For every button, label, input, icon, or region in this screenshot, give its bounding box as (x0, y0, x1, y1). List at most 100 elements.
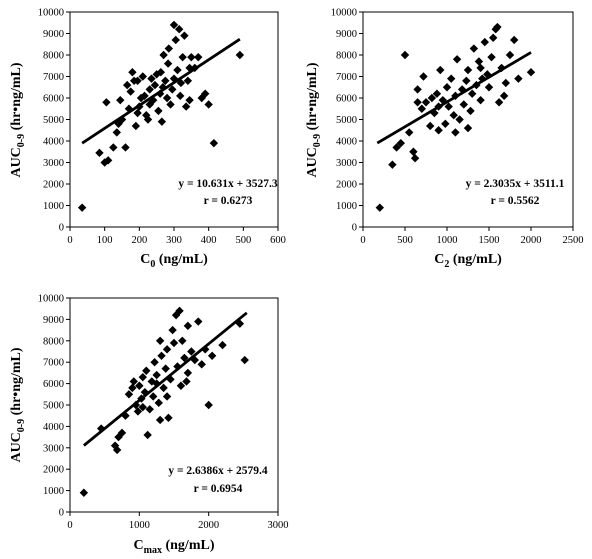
y-tick-label: 1000 (43, 486, 64, 497)
data-point (209, 138, 219, 148)
x-axis-label: Cmax (ng/mL) (134, 538, 215, 556)
data-point (161, 76, 170, 85)
data-point (197, 360, 206, 369)
data-point (133, 108, 142, 118)
data-point (240, 355, 249, 365)
data-point (476, 95, 485, 105)
data-point (142, 366, 151, 375)
x-tick-label: 1500 (479, 235, 500, 246)
data-point (128, 383, 137, 393)
data-point (413, 85, 422, 94)
y-tick-label: 6000 (336, 94, 357, 105)
y-tick-label: 1000 (336, 201, 357, 212)
data-point (161, 364, 170, 373)
x-tick-label: 0 (360, 235, 365, 246)
data-point (164, 44, 173, 53)
y-tick-label: 6000 (43, 379, 64, 390)
data-point (162, 93, 172, 103)
data-point (444, 102, 453, 111)
y-tick-label: 7000 (43, 358, 64, 369)
data-point (181, 102, 191, 111)
y-tick-label: 0 (352, 223, 357, 234)
data-point (405, 128, 414, 137)
data-point (123, 80, 132, 90)
data-point (135, 381, 144, 390)
data-point (145, 85, 154, 94)
data-point (499, 91, 509, 101)
data-point (168, 325, 177, 335)
data-point (501, 78, 510, 88)
x-tick-label: 3000 (268, 520, 289, 531)
data-point (102, 98, 111, 107)
data-point (410, 154, 420, 163)
data-point (182, 377, 191, 386)
data-point (469, 44, 479, 53)
x-tick-label: 500 (397, 235, 413, 246)
x-tick-label: 600 (270, 235, 286, 246)
data-point (162, 345, 172, 354)
y-tick-label: 10000 (331, 8, 357, 19)
data-point (169, 74, 179, 83)
data-point (175, 25, 184, 34)
data-point (194, 52, 203, 62)
data-point (187, 52, 196, 62)
data-point (487, 52, 496, 62)
x-tick-label: 2000 (521, 235, 542, 246)
data-point (449, 111, 458, 120)
data-point (152, 370, 161, 380)
x-tick-label: 100 (97, 235, 113, 246)
y-tick-label: 9000 (43, 315, 64, 326)
data-point (112, 128, 121, 137)
y-tick-label: 10000 (38, 8, 64, 19)
data-point (375, 203, 384, 212)
y-tick-label: 3000 (43, 443, 64, 454)
data-point (400, 50, 410, 60)
y-tick-label: 5000 (336, 115, 357, 126)
data-point (168, 85, 177, 94)
y-tick-label: 0 (59, 508, 64, 519)
data-point (150, 80, 160, 90)
data-point (143, 115, 153, 124)
data-point (474, 57, 484, 66)
data-point (95, 148, 104, 158)
x-tick-label: 0 (67, 235, 72, 246)
data-point (484, 83, 494, 92)
data-point (514, 74, 523, 83)
data-point (154, 106, 163, 116)
data-point (169, 338, 179, 348)
data-point (109, 143, 118, 152)
x-tick-label: 500 (235, 235, 251, 246)
data-point (126, 87, 135, 96)
y-tick-label: 0 (59, 223, 64, 234)
correlation-coefficient: r = 0.6273 (204, 195, 253, 207)
data-point (103, 156, 113, 165)
y-tick-label: 4000 (43, 422, 64, 433)
data-point (138, 72, 147, 81)
y-tick-label: 2000 (43, 180, 64, 191)
data-point (447, 74, 456, 83)
data-point (459, 100, 468, 109)
x-tick-label: 0 (67, 520, 72, 531)
data-point (155, 415, 165, 425)
data-point (427, 93, 437, 103)
data-point (77, 203, 87, 212)
data-point (143, 430, 152, 440)
data-point (155, 89, 165, 98)
data-point (421, 98, 431, 107)
y-tick-label: 10000 (38, 294, 64, 305)
data-point (183, 321, 193, 331)
data-point (114, 119, 123, 128)
y-tick-label: 3000 (43, 158, 64, 169)
y-axis-label: AUC0-9 (hr•ng/mL) (9, 62, 27, 177)
data-point (157, 117, 167, 126)
data-point (155, 336, 165, 345)
data-point (175, 306, 184, 316)
y-tick-label: 2000 (43, 465, 64, 476)
data-point (117, 428, 127, 438)
data-point (131, 121, 141, 131)
x-tick-label: 300 (166, 235, 182, 246)
data-point (178, 52, 187, 62)
data-point (419, 72, 428, 81)
x-tick-label: 2500 (563, 235, 584, 246)
